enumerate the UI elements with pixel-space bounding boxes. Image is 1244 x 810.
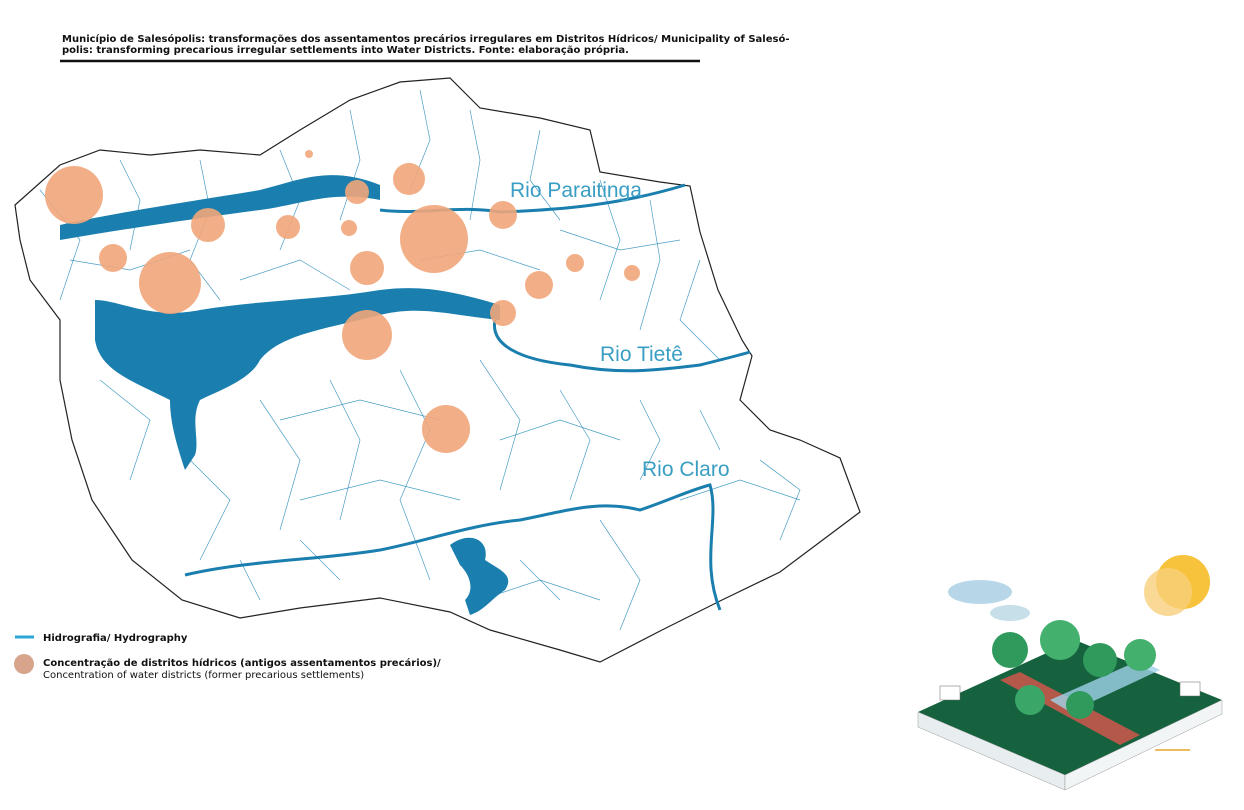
water-districts-part (276, 215, 300, 239)
water-districts-part (191, 208, 225, 242)
water-districts-part (139, 252, 201, 314)
water-districts-part (393, 163, 425, 195)
hydrography-part (450, 537, 509, 615)
legend-label: Hidrografia/ Hydrography (43, 633, 188, 644)
water-districts-part (342, 310, 392, 360)
water-districts-part (422, 405, 470, 453)
illustration-part (1040, 620, 1080, 660)
illustration-part (990, 605, 1030, 621)
legend-label: Concentração de distritos hídricos (anti… (43, 657, 441, 669)
water-districts-part (341, 220, 357, 236)
illustration (917, 555, 1223, 791)
water-districts-part (490, 300, 516, 326)
water-districts-part (345, 180, 369, 204)
water-districts-part (350, 251, 384, 285)
hydrography-part (95, 288, 500, 470)
legend-dot (14, 654, 34, 674)
illustration-part (1083, 643, 1117, 677)
water-districts-part (566, 254, 584, 272)
illustration-part (1064, 699, 1223, 791)
illustration-part (1179, 681, 1201, 697)
water-districts-part (400, 205, 468, 273)
illustration-part (1144, 568, 1192, 616)
hydrography-part (492, 319, 751, 373)
map: Rio Paraitinga Rio Tietê Rio Claro (14, 77, 861, 663)
legend: Hidrografia/ Hydrography Concentração de… (14, 633, 441, 681)
streams-part (99, 359, 801, 631)
illustration-part (992, 632, 1028, 668)
caption-line: Município de Salesópolis: transformações… (62, 33, 789, 45)
caption-line: polis: transforming precarious irregular… (62, 44, 629, 56)
illustration-part (1015, 685, 1045, 715)
river-label: Rio Paraitinga (510, 179, 642, 202)
river-label: Rio Tietê (600, 343, 683, 366)
water-districts-part (305, 150, 313, 158)
water-districts-part (624, 265, 640, 281)
municipality-outline (14, 77, 861, 663)
water-districts (45, 150, 640, 453)
river-label: Rio Claro (642, 458, 730, 481)
water-districts-part (99, 244, 127, 272)
illustration-part (1066, 691, 1094, 719)
illustration-part (1124, 639, 1156, 671)
water-districts-part (525, 271, 553, 299)
illustration-part (948, 580, 1012, 604)
legend-sublabel: Concentration of water districts (former… (43, 670, 364, 681)
water-districts-part (45, 166, 103, 224)
hydrography (60, 175, 751, 615)
illustration-part (939, 685, 961, 701)
water-districts-part (489, 201, 517, 229)
hydrography-part (184, 483, 722, 611)
hydrography-part (60, 175, 380, 240)
